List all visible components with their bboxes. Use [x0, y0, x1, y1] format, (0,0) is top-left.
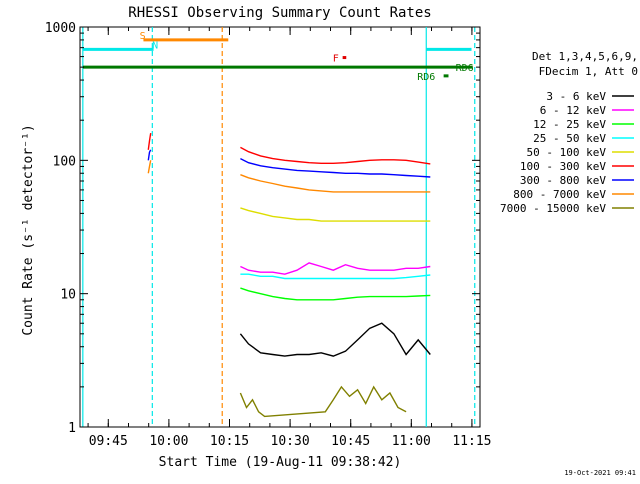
chart-title: RHESSI Observing Summary Count Rates	[128, 5, 431, 21]
early-spike-line	[147, 149, 152, 161]
x-tick-label: 10:30	[271, 434, 310, 449]
state-bar-label: N	[152, 40, 158, 51]
y-tick-label: 1	[68, 421, 76, 436]
x-tick-label: 09:45	[89, 434, 128, 449]
x-tick-label: 10:15	[210, 434, 249, 449]
timestamp: 19-Oct-2021 09:41	[564, 469, 636, 477]
early-spike-line	[147, 132, 152, 150]
legend-label: 25 - 50 keV	[533, 132, 606, 145]
early-spike-line	[147, 160, 152, 174]
legend-label: 100 - 300 keV	[520, 160, 606, 173]
legend: Det 1,3,4,5,6,9, FDecim 1, Att 0 3 - 6 k…	[500, 50, 638, 215]
series-line	[240, 157, 431, 178]
axis-ticks	[80, 26, 480, 428]
series-line	[240, 287, 431, 301]
state-bar-label: F	[333, 54, 339, 65]
state-bar-label: S	[140, 31, 146, 42]
x-tick-label: 10:45	[331, 434, 370, 449]
x-tick-labels: 09:45 10:00 10:15 10:30 10:45 11:00 11:15	[89, 434, 492, 449]
x-axis-label: Start Time (19-Aug-11 09:38:42)	[159, 455, 402, 470]
x-tick-label: 10:00	[149, 434, 188, 449]
legend-label: 300 - 800 keV	[520, 174, 606, 187]
legend-label: 3 - 6 keV	[546, 90, 606, 103]
series-line	[240, 273, 431, 280]
state-bar-label: RD6	[417, 72, 435, 83]
plot-content: SN F RD6 RD6	[82, 27, 476, 427]
series-line	[239, 385, 407, 418]
series-line	[240, 262, 431, 275]
y-tick-labels: 1 10 100 1000	[45, 21, 76, 436]
legend-label: 6 - 12 keV	[540, 104, 607, 117]
legend-label: 800 - 7000 keV	[513, 188, 606, 201]
y-tick-label: 10	[60, 288, 76, 303]
series-line	[240, 174, 431, 193]
series-line	[240, 146, 431, 165]
x-tick-label: 11:00	[392, 434, 431, 449]
legend-header-line: Det 1,3,4,5,6,9,	[532, 50, 638, 63]
series-line	[240, 207, 431, 222]
legend-label: 50 - 100 keV	[527, 146, 607, 159]
legend-header-line: FDecim 1, Att 0	[539, 65, 638, 78]
y-tick-label: 1000	[45, 21, 76, 36]
state-bar-label: RD6	[456, 63, 474, 74]
plot-frame	[79, 26, 481, 428]
y-axis-label: Count Rate (s⁻¹ detector⁻¹)	[21, 124, 36, 335]
y-tick-label: 100	[53, 154, 76, 169]
series-line	[239, 322, 431, 357]
x-tick-label: 11:15	[452, 434, 491, 449]
legend-label: 7000 - 15000 keV	[500, 202, 606, 215]
legend-label: 12 - 25 keV	[533, 118, 606, 131]
